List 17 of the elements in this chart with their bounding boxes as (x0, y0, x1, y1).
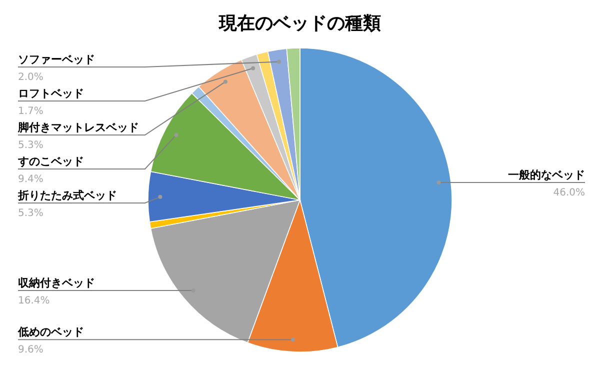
data-label: 5.3% (18, 140, 44, 151)
data-label: 9.4% (18, 174, 44, 185)
slice-label: 脚付きマットレスベッド (17, 121, 139, 134)
slice-label: 一般的なベッド (508, 168, 585, 182)
slice-label: ロフトベッド (18, 87, 84, 100)
slice-label: 折りたたみ式ベッド (17, 189, 117, 202)
slice-label: ソファーベッド (18, 53, 95, 66)
data-label: 9.6% (18, 344, 44, 356)
chart-title: 現在のベッドの種類 (218, 13, 381, 34)
data-label: 16.4% (18, 295, 50, 306)
data-label: 5.3% (18, 208, 44, 219)
data-label: 46.0% (553, 187, 585, 198)
slice-label: すのこベッド (17, 155, 84, 168)
slice-label: 低めのベッド (17, 326, 84, 339)
slice-label: 収納付きベッド (18, 276, 95, 290)
data-label: 1.7% (18, 106, 44, 117)
data-label: 2.0% (18, 72, 44, 83)
